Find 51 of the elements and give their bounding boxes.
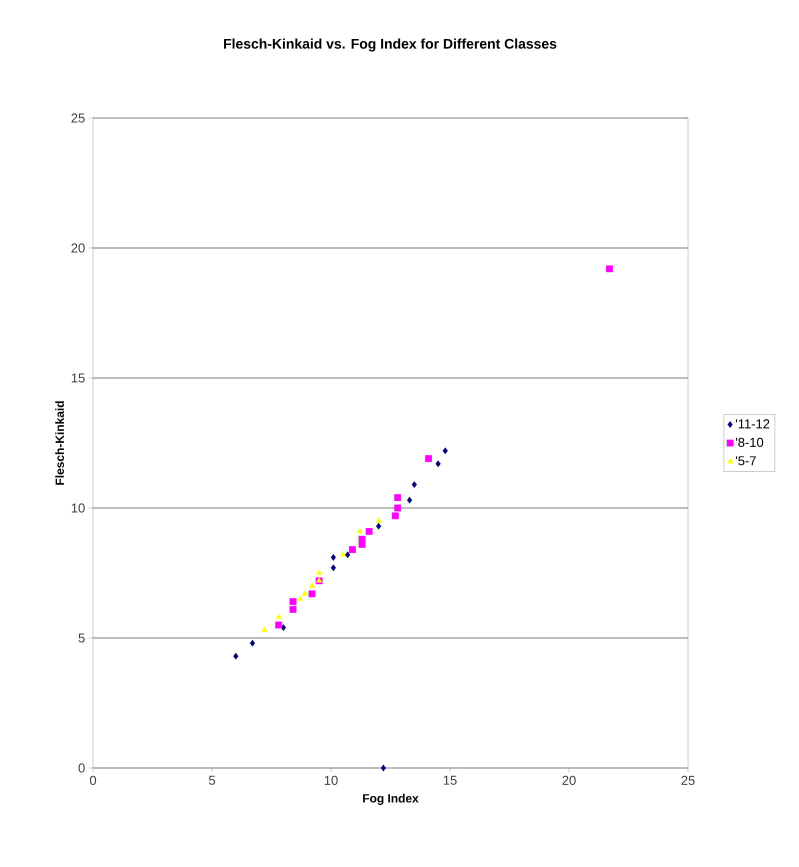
y-tick-label: 20 [71, 243, 85, 253]
legend-label: '11-12 [736, 419, 770, 428]
x-axis-title: Fog Index [363, 794, 419, 805]
x-tick-label: 25 [681, 776, 695, 785]
y-tick-label: 15 [72, 373, 85, 383]
x-tick-label: 10 [324, 776, 338, 785]
point [380, 764, 386, 772]
chart-title: Flesch-Kinkaid vs. Fog Index for Different Classes [224, 38, 556, 52]
point [330, 564, 336, 572]
y-tick-label: 0 [78, 763, 85, 773]
point [290, 598, 296, 605]
legend-label: '8-10 [736, 438, 764, 447]
point [425, 455, 432, 462]
point [297, 596, 304, 601]
point [275, 622, 282, 628]
point [442, 447, 448, 454]
point [261, 626, 268, 632]
point [308, 590, 316, 598]
point [366, 528, 372, 535]
point [345, 551, 350, 558]
point [358, 541, 366, 548]
point [376, 522, 382, 530]
point [406, 496, 412, 504]
point [250, 640, 256, 647]
point [436, 460, 441, 468]
point [316, 570, 322, 575]
point [280, 624, 286, 631]
point [233, 652, 238, 660]
point [412, 481, 417, 488]
point [308, 582, 315, 588]
x-tick-label: 5 [208, 776, 216, 785]
legend-label: '5-7 [736, 456, 756, 466]
point [356, 528, 363, 534]
point [340, 551, 346, 557]
point [349, 546, 356, 553]
y-tick-label: 5 [78, 633, 85, 643]
x-tick-label: 20 [562, 776, 576, 785]
point [276, 614, 282, 619]
point [376, 518, 382, 523]
point [290, 606, 296, 613]
point [330, 554, 336, 561]
point [392, 512, 399, 520]
point [302, 590, 308, 596]
point [394, 504, 402, 512]
y-tick-label: 25 [71, 113, 85, 123]
y-axis-title: Flesch-Kinkaid [55, 401, 64, 485]
point [394, 494, 402, 501]
point [606, 265, 613, 272]
x-tick-label: 0 [90, 776, 96, 785]
x-tick-label: 15 [444, 776, 457, 785]
y-tick-label: 10 [72, 503, 85, 513]
